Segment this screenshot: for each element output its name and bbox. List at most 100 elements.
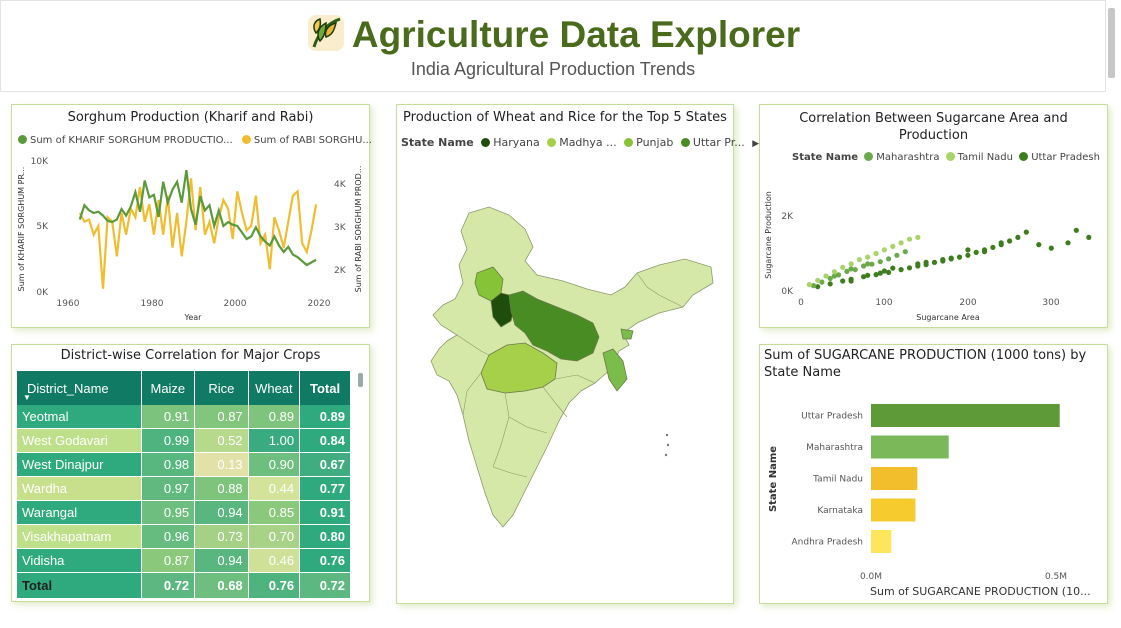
legend-item-haryana[interactable]: Haryana	[481, 136, 540, 149]
rabi-series-line[interactable]	[78, 178, 318, 289]
col-header-rice[interactable]: Rice	[194, 371, 249, 405]
sorghum-line-chart[interactable]: 10K 5K 0K 4K 3K 2K 1960 1980 2000 2020 Y…	[12, 105, 369, 327]
bar-uttar-pradesh[interactable]	[871, 404, 1060, 427]
matrix-scrollbar[interactable]	[358, 373, 363, 387]
scatter-point[interactable]	[886, 269, 892, 275]
scatter-point[interactable]	[848, 266, 854, 272]
total-row-name-cell[interactable]: Total	[17, 572, 142, 599]
scatter-point[interactable]	[869, 261, 875, 267]
scatter-point[interactable]	[865, 272, 871, 278]
table-row[interactable]: Yeotmal 0.91 0.87 0.89 0.89	[17, 405, 351, 429]
legend-item-kharif[interactable]: Sum of KHARIF SORGHUM PRODUCTIO...	[18, 135, 233, 146]
table-row[interactable]: Wardha 0.97 0.88 0.44 0.77	[17, 476, 351, 501]
scatter-point[interactable]	[940, 257, 946, 263]
col-header-district[interactable]: District_Name ▼	[17, 371, 142, 405]
maize-cell[interactable]: 0.87	[141, 548, 196, 573]
wheat-cell[interactable]: 1.00	[248, 428, 301, 453]
maize-cell[interactable]: 0.91	[141, 405, 196, 429]
maize-cell[interactable]: 0.95	[141, 500, 196, 525]
legend-item-uttar-pradesh[interactable]: Uttar Pradesh	[1019, 152, 1100, 163]
scatter-point[interactable]	[1073, 227, 1079, 233]
maize-cell[interactable]: 0.97	[141, 476, 196, 501]
scatter-point[interactable]	[902, 249, 908, 255]
rice-cell[interactable]: 0.88	[194, 476, 249, 501]
rice-cell[interactable]: 0.52	[194, 428, 249, 453]
india-map[interactable]	[397, 155, 733, 595]
table-row[interactable]: Warangal 0.95 0.94 0.85 0.91	[17, 500, 351, 525]
scatter-point[interactable]	[819, 279, 825, 285]
total-cell[interactable]: 0.89	[299, 405, 351, 429]
table-row[interactable]: West Dinajpur 0.98 0.13 0.90 0.67	[17, 452, 351, 477]
sugarcane-scatter-plot[interactable]: 2K 0K 0 100 200 300 Sugarcane Area Sugar…	[760, 105, 1107, 327]
map-region-madhya-pradesh[interactable]	[480, 342, 558, 394]
legend-item-punjab[interactable]: Punjab	[624, 136, 673, 149]
kharif-series-line[interactable]	[78, 169, 317, 267]
scatter-point[interactable]	[923, 259, 929, 265]
scatter-point[interactable]	[906, 265, 913, 271]
total-cell[interactable]: 0.76	[299, 548, 351, 573]
total-cell[interactable]: 0.67	[299, 452, 351, 477]
bar-karnataka[interactable]	[871, 498, 916, 522]
scatter-point[interactable]	[931, 259, 938, 265]
wheat-cell[interactable]: 0.44	[248, 476, 301, 501]
scatter-point[interactable]	[856, 257, 862, 263]
district-cell[interactable]: West Godavari	[17, 428, 142, 453]
total-cell[interactable]: 0.84	[299, 428, 351, 453]
district-cell[interactable]: Vidisha	[17, 548, 142, 573]
col-header-total[interactable]: Total	[299, 371, 351, 405]
bar-tamil-nadu[interactable]	[871, 467, 918, 490]
scatter-point[interactable]	[831, 273, 837, 279]
scatter-point[interactable]	[956, 254, 963, 260]
scatter-point[interactable]	[998, 240, 1004, 246]
scatter-point[interactable]	[1015, 234, 1021, 240]
scatter-point[interactable]	[948, 255, 954, 261]
scatter-point[interactable]	[1036, 242, 1042, 248]
scatter-point[interactable]	[873, 272, 879, 278]
scatter-point[interactable]	[865, 261, 871, 267]
sorghum-legend[interactable]: Sum of KHARIF SORGHUM PRODUCTIO... Sum o…	[18, 135, 372, 146]
sugarcane-bar-chart[interactable]: 0.0M 0.5M Sum of SUGARCANE PRODUCTION (1…	[760, 345, 1107, 603]
scatter-point[interactable]	[852, 267, 858, 273]
col-header-maize[interactable]: Maize	[141, 371, 196, 405]
map-region-tripura[interactable]	[620, 328, 634, 340]
map-chart-card[interactable]: Production of Wheat and Rice for the Top…	[396, 104, 759, 604]
scatter-point[interactable]	[990, 244, 996, 250]
wheat-cell[interactable]: 0.89	[248, 405, 301, 429]
scatter-point[interactable]	[840, 278, 846, 284]
wheat-cell[interactable]: 0.90	[248, 452, 301, 477]
scatter-point[interactable]	[815, 284, 821, 290]
scatter-point[interactable]	[890, 265, 896, 271]
district-matrix-table[interactable]: District_Name ▼ Maize Rice Wheat Total Y…	[17, 371, 351, 599]
scatter-point[interactable]	[823, 273, 829, 279]
map-region-uttar-pradesh[interactable]	[508, 290, 600, 362]
district-matrix-card[interactable]: District-wise Correlation for Major Crop…	[11, 344, 370, 602]
legend-item-madhya[interactable]: Madhya ...	[547, 136, 617, 149]
scatter-point[interactable]	[1023, 229, 1029, 235]
scatter-point[interactable]	[815, 277, 821, 283]
sugarcane-scatter-card[interactable]: Correlation Between Sugarcane Area and P…	[759, 104, 1108, 328]
scatter-point[interactable]	[894, 252, 900, 258]
scatter-point[interactable]	[806, 282, 812, 288]
scatter-point[interactable]	[877, 270, 883, 276]
scatter-point[interactable]	[898, 267, 904, 273]
scatter-point[interactable]	[890, 243, 896, 249]
scatter-point[interactable]	[865, 254, 871, 260]
scatter-legend[interactable]: State Name Maharashtra Tamil Nadu Uttar …	[792, 152, 1100, 163]
rice-cell[interactable]: 0.73	[194, 524, 249, 549]
total-row-rice-cell[interactable]: 0.68	[194, 572, 249, 599]
rice-cell[interactable]: 0.94	[194, 548, 249, 573]
legend-item-maharashtra[interactable]: Maharashtra	[864, 152, 939, 163]
legend-item-tamil-nadu[interactable]: Tamil Nadu	[945, 152, 1013, 163]
scatter-point[interactable]	[886, 256, 892, 262]
col-header-wheat[interactable]: Wheat	[248, 371, 301, 405]
rice-cell[interactable]: 0.87	[194, 405, 249, 429]
district-cell[interactable]: Wardha	[17, 476, 142, 501]
map-region-india[interactable]	[430, 206, 714, 528]
scatter-point[interactable]	[965, 252, 971, 258]
total-row-total-cell[interactable]: 0.72	[299, 572, 351, 599]
scatter-point[interactable]	[840, 264, 846, 270]
wheat-cell[interactable]: 0.85	[248, 500, 301, 525]
scatter-point[interactable]	[1065, 240, 1071, 246]
total-row-maize-cell[interactable]: 0.72	[141, 572, 196, 599]
total-cell[interactable]: 0.80	[299, 524, 351, 549]
